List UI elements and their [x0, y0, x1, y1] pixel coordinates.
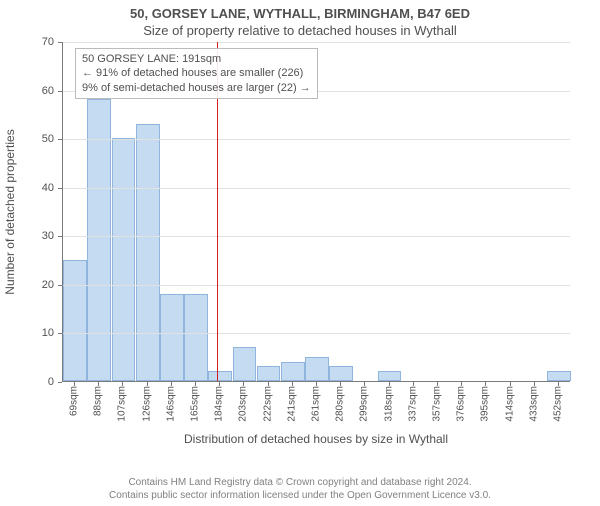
x-tick-label: 126sqm: [141, 386, 152, 422]
y-tick-mark: [58, 188, 62, 189]
gridline: [63, 139, 570, 140]
y-tick-mark: [58, 91, 62, 92]
bar: [233, 347, 257, 381]
x-axis-label: Distribution of detached houses by size …: [62, 432, 570, 446]
x-tick-mark: [340, 382, 341, 386]
x-tick-mark: [243, 382, 244, 386]
x-tick-label: 395sqm: [480, 386, 491, 422]
bar: [63, 260, 87, 381]
x-tick-mark: [268, 382, 269, 386]
x-tick-label: 433sqm: [528, 386, 539, 422]
x-tick-label: 88sqm: [93, 386, 104, 416]
x-tick-label: 146sqm: [165, 386, 176, 422]
y-tick-mark: [58, 139, 62, 140]
x-tick-label: 414sqm: [504, 386, 515, 422]
y-tick-mark: [58, 285, 62, 286]
bar: [257, 366, 281, 381]
x-tick-mark: [147, 382, 148, 386]
x-tick-mark: [437, 382, 438, 386]
x-tick-mark: [74, 382, 75, 386]
gridline: [63, 188, 570, 189]
x-tick-mark: [558, 382, 559, 386]
bar: [329, 366, 353, 381]
x-tick-mark: [510, 382, 511, 386]
x-tick-label: 337sqm: [407, 386, 418, 422]
y-tick-label: 50: [24, 133, 54, 145]
annotation-line-2: ← 91% of detached houses are smaller (22…: [82, 66, 311, 80]
x-tick-mark: [219, 382, 220, 386]
y-tick-label: 10: [24, 327, 54, 339]
y-axis-label: Number of detached properties: [3, 129, 17, 294]
chart-title-main: 50, GORSEY LANE, WYTHALL, BIRMINGHAM, B4…: [0, 6, 600, 21]
y-tick-label: 30: [24, 230, 54, 242]
annotation-box: 50 GORSEY LANE: 191sqm ← 91% of detached…: [75, 48, 318, 99]
chart-area: Number of detached properties 50 GORSEY …: [0, 42, 600, 442]
y-tick-label: 40: [24, 182, 54, 194]
footer-line-2: Contains public sector information licen…: [0, 489, 600, 502]
x-tick-mark: [461, 382, 462, 386]
x-tick-label: 241sqm: [286, 386, 297, 422]
annotation-line-1: 50 GORSEY LANE: 191sqm: [82, 52, 311, 66]
y-tick-label: 20: [24, 279, 54, 291]
x-tick-label: 280sqm: [335, 386, 346, 422]
chart-title-sub: Size of property relative to detached ho…: [0, 23, 600, 38]
bar: [281, 362, 305, 381]
bar: [112, 138, 136, 381]
gridline: [63, 333, 570, 334]
x-tick-label: 376sqm: [456, 386, 467, 422]
x-tick-mark: [485, 382, 486, 386]
x-tick-mark: [534, 382, 535, 386]
gridline: [63, 42, 570, 43]
bar: [547, 371, 571, 381]
y-tick-mark: [58, 382, 62, 383]
x-tick-mark: [292, 382, 293, 386]
x-tick-mark: [316, 382, 317, 386]
gridline: [63, 285, 570, 286]
x-tick-label: 261sqm: [311, 386, 322, 422]
y-tick-label: 0: [24, 376, 54, 388]
bar: [87, 99, 111, 381]
annotation-line-3: 9% of semi-detached houses are larger (2…: [82, 81, 311, 95]
x-tick-label: 357sqm: [431, 386, 442, 422]
bar: [208, 371, 232, 381]
y-tick-label: 60: [24, 85, 54, 97]
y-tick-mark: [58, 236, 62, 237]
bar: [305, 357, 329, 381]
plot-area: 50 GORSEY LANE: 191sqm ← 91% of detached…: [62, 42, 570, 382]
x-tick-mark: [413, 382, 414, 386]
x-tick-mark: [122, 382, 123, 386]
x-tick-label: 452sqm: [552, 386, 563, 422]
y-tick-label: 70: [24, 36, 54, 48]
bar: [136, 124, 160, 381]
bar: [378, 371, 402, 381]
x-tick-mark: [364, 382, 365, 386]
bar: [184, 294, 208, 381]
x-tick-mark: [389, 382, 390, 386]
x-tick-label: 69sqm: [69, 386, 80, 416]
x-tick-label: 299sqm: [359, 386, 370, 422]
x-tick-label: 107sqm: [117, 386, 128, 422]
footer: Contains HM Land Registry data © Crown c…: [0, 476, 600, 502]
x-tick-label: 222sqm: [262, 386, 273, 422]
x-tick-mark: [195, 382, 196, 386]
x-tick-label: 184sqm: [214, 386, 225, 422]
bar: [160, 294, 184, 381]
x-tick-label: 203sqm: [238, 386, 249, 422]
y-tick-mark: [58, 42, 62, 43]
x-tick-label: 318sqm: [383, 386, 394, 422]
gridline: [63, 236, 570, 237]
y-tick-mark: [58, 333, 62, 334]
x-tick-mark: [171, 382, 172, 386]
x-tick-mark: [98, 382, 99, 386]
footer-line-1: Contains HM Land Registry data © Crown c…: [0, 476, 600, 489]
x-tick-label: 165sqm: [190, 386, 201, 422]
